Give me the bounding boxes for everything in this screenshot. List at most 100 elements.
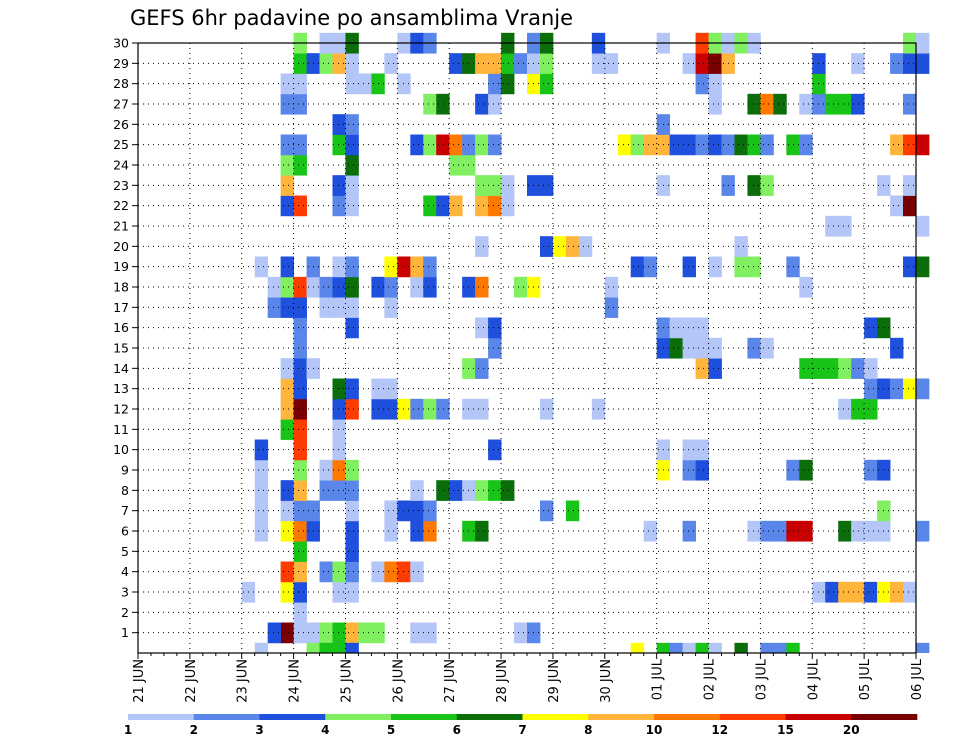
heat-cell xyxy=(345,398,359,420)
heat-cell xyxy=(293,581,307,603)
heat-cell xyxy=(695,642,709,653)
heat-cell xyxy=(773,520,787,542)
heat-cell xyxy=(332,561,346,583)
x-tick-label: 24 JUN xyxy=(288,659,303,703)
heat-cell xyxy=(267,297,282,318)
heat-cell xyxy=(760,520,774,542)
heat-cell xyxy=(682,53,696,74)
heat-cell xyxy=(514,276,528,298)
heat-cell xyxy=(319,642,333,653)
heat-cell xyxy=(397,561,411,583)
heat-cell xyxy=(916,134,930,156)
axes-layer: 1234567891011121314151617181920212223242… xyxy=(113,36,925,703)
heat-cell xyxy=(410,256,424,278)
y-tick-label: 6 xyxy=(121,524,129,539)
heat-cell xyxy=(838,93,852,115)
heat-cell xyxy=(903,134,917,156)
heat-cell xyxy=(488,337,502,359)
legend-label: 12 xyxy=(711,723,728,737)
y-tick-label: 25 xyxy=(113,137,129,152)
heat-cell xyxy=(410,398,424,420)
heat-cell xyxy=(799,276,813,298)
heat-cell xyxy=(267,276,282,298)
y-tick-label: 1 xyxy=(121,625,129,640)
heat-cell xyxy=(890,378,904,400)
heat-cell xyxy=(358,73,372,95)
heat-cell xyxy=(760,642,774,653)
heat-cell xyxy=(345,541,359,562)
heat-cell xyxy=(539,53,554,74)
heat-cell xyxy=(708,93,722,115)
heat-cell xyxy=(747,134,761,156)
heat-cell xyxy=(254,439,269,461)
heat-cell xyxy=(488,195,502,217)
heat-cell xyxy=(332,622,346,644)
heat-cell xyxy=(293,358,307,379)
heat-cell xyxy=(890,53,904,74)
heat-cell xyxy=(514,53,528,74)
heat-cell xyxy=(475,520,489,542)
heat-cell xyxy=(539,500,554,522)
heat-cell xyxy=(332,398,346,420)
heat-cell xyxy=(280,378,294,400)
heat-cell xyxy=(708,53,722,74)
heat-cell xyxy=(410,500,424,522)
heat-cell xyxy=(799,358,813,379)
legend-label: 20 xyxy=(843,723,860,737)
heat-cell xyxy=(423,93,437,115)
x-tick-label: 27 JUN xyxy=(443,659,458,703)
heat-cell xyxy=(695,73,709,95)
heat-cell xyxy=(358,622,372,644)
x-tick-label: 23 JUN xyxy=(236,659,251,703)
heat-cell xyxy=(838,358,852,379)
heat-cell xyxy=(332,297,346,318)
legend-label: 10 xyxy=(646,723,663,737)
heat-cell xyxy=(423,398,437,420)
heat-cell xyxy=(384,500,398,522)
legend-swatch xyxy=(851,714,918,720)
x-tick-label: 25 JUN xyxy=(339,659,354,703)
heat-cell xyxy=(838,398,852,420)
heat-cell xyxy=(708,256,722,278)
heat-cell xyxy=(851,93,865,115)
heat-cell xyxy=(903,195,917,217)
heat-cell xyxy=(397,398,411,420)
y-tick-label: 15 xyxy=(113,341,129,356)
heat-cell xyxy=(280,561,294,583)
heat-cell xyxy=(708,358,722,379)
heat-cell xyxy=(916,642,930,653)
heat-cell xyxy=(293,154,307,176)
heat-cell xyxy=(293,622,307,644)
heat-cell xyxy=(514,622,528,644)
heat-cell xyxy=(695,134,709,156)
heat-cell xyxy=(708,134,722,156)
heat-cell xyxy=(293,480,307,501)
legend-swatch xyxy=(391,714,458,720)
heat-cell xyxy=(864,358,878,379)
heat-cell xyxy=(280,500,294,522)
legend-label: 1 xyxy=(124,723,132,737)
legend-label: 15 xyxy=(777,723,794,737)
heat-cell xyxy=(332,256,346,278)
heat-cell xyxy=(539,236,554,257)
heat-cell xyxy=(708,642,722,653)
heat-cell xyxy=(254,520,269,542)
heat-cell xyxy=(630,256,645,278)
heat-cell xyxy=(617,134,632,156)
y-tick-label: 8 xyxy=(121,483,129,498)
heat-cell xyxy=(669,134,683,156)
heat-cell xyxy=(345,256,359,278)
heat-cell xyxy=(280,297,294,318)
heat-cell xyxy=(825,358,839,379)
heat-cell xyxy=(539,398,554,420)
heat-cell xyxy=(332,439,346,461)
heat-cell xyxy=(345,154,359,176)
heat-cell xyxy=(332,175,346,196)
heat-cell xyxy=(747,93,761,115)
heat-cell xyxy=(332,114,346,135)
legend-swatch xyxy=(654,714,721,720)
heat-cell xyxy=(475,480,489,501)
heat-cell xyxy=(345,114,359,135)
heat-cell xyxy=(760,337,774,359)
legend-label: 5 xyxy=(387,723,395,737)
